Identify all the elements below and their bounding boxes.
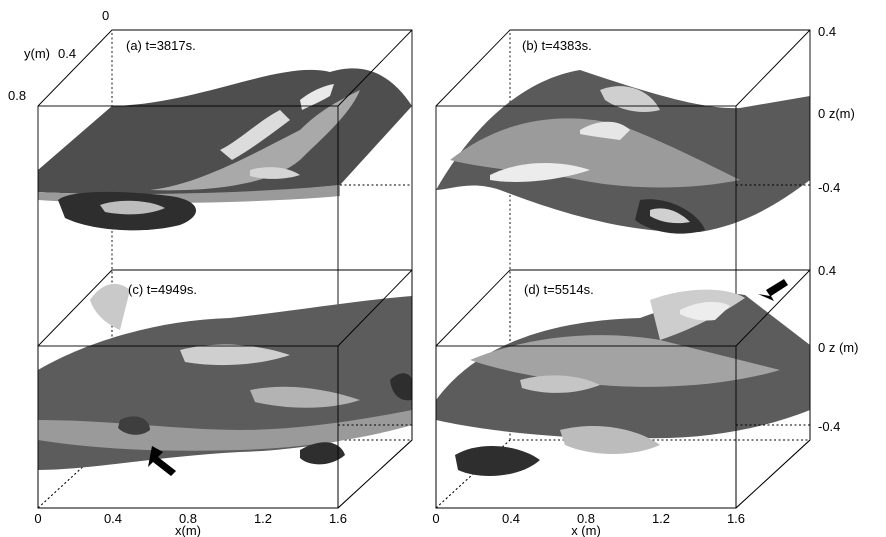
z-tick-top-max: 0.4: [818, 24, 836, 39]
z-axis-label-top: 0 z(m): [818, 106, 855, 121]
z-tick-bottom-max: 0.4: [818, 263, 836, 278]
panel-b: [435, 29, 811, 509]
x-tick-right-3: 1.2: [652, 511, 670, 526]
panel-c: [37, 269, 413, 509]
surface-c: [38, 283, 412, 470]
x-tick-right-0: 0: [432, 511, 439, 526]
arrow-d: [758, 279, 788, 301]
x-axis-left: 0 0.4 0.8 1.2 1.6 x(m): [34, 511, 347, 537]
panel-d-label: (d) t=5514s.: [524, 282, 594, 297]
arrow-c: [148, 446, 176, 476]
panel-b-label: (b) t=4383s.: [522, 38, 592, 53]
surface-d: [436, 289, 810, 476]
x-tick-left-3: 1.2: [254, 511, 272, 526]
y-tick-2: 0.8: [8, 88, 26, 103]
z-axis-label-bottom: 0 z (m): [818, 340, 858, 355]
x-tick-left-4: 1.6: [329, 511, 347, 526]
x-tick-left-1: 0.4: [104, 511, 122, 526]
panel-c-label: (c) t=4949s.: [128, 282, 197, 297]
y-axis-label: y(m): [24, 46, 50, 61]
x-tick-left-2: 0.8: [179, 511, 197, 526]
x-tick-left-0: 0: [34, 511, 41, 526]
x-tick-right-2: 0.8: [577, 511, 595, 526]
x-axis-label-left: x(m): [175, 523, 201, 537]
x-axis-right: 0 0.4 0.8 1.2 1.6 x (m): [432, 511, 745, 537]
surface-a: [38, 68, 412, 231]
y-tick-1: 0.4: [58, 46, 76, 61]
panel-a-label: (a) t=3817s.: [126, 38, 196, 53]
panel-a: [37, 29, 413, 509]
panel-d: [435, 269, 811, 509]
x-tick-right-1: 0.4: [502, 511, 520, 526]
x-axis-label-right: x (m): [571, 523, 601, 537]
surface-b: [436, 70, 810, 234]
x-tick-right-4: 1.6: [727, 511, 745, 526]
z-tick-top-min: -0.4: [818, 180, 840, 195]
z-tick-bottom-min: -0.4: [818, 419, 840, 434]
y-tick-0: 0: [102, 8, 109, 23]
